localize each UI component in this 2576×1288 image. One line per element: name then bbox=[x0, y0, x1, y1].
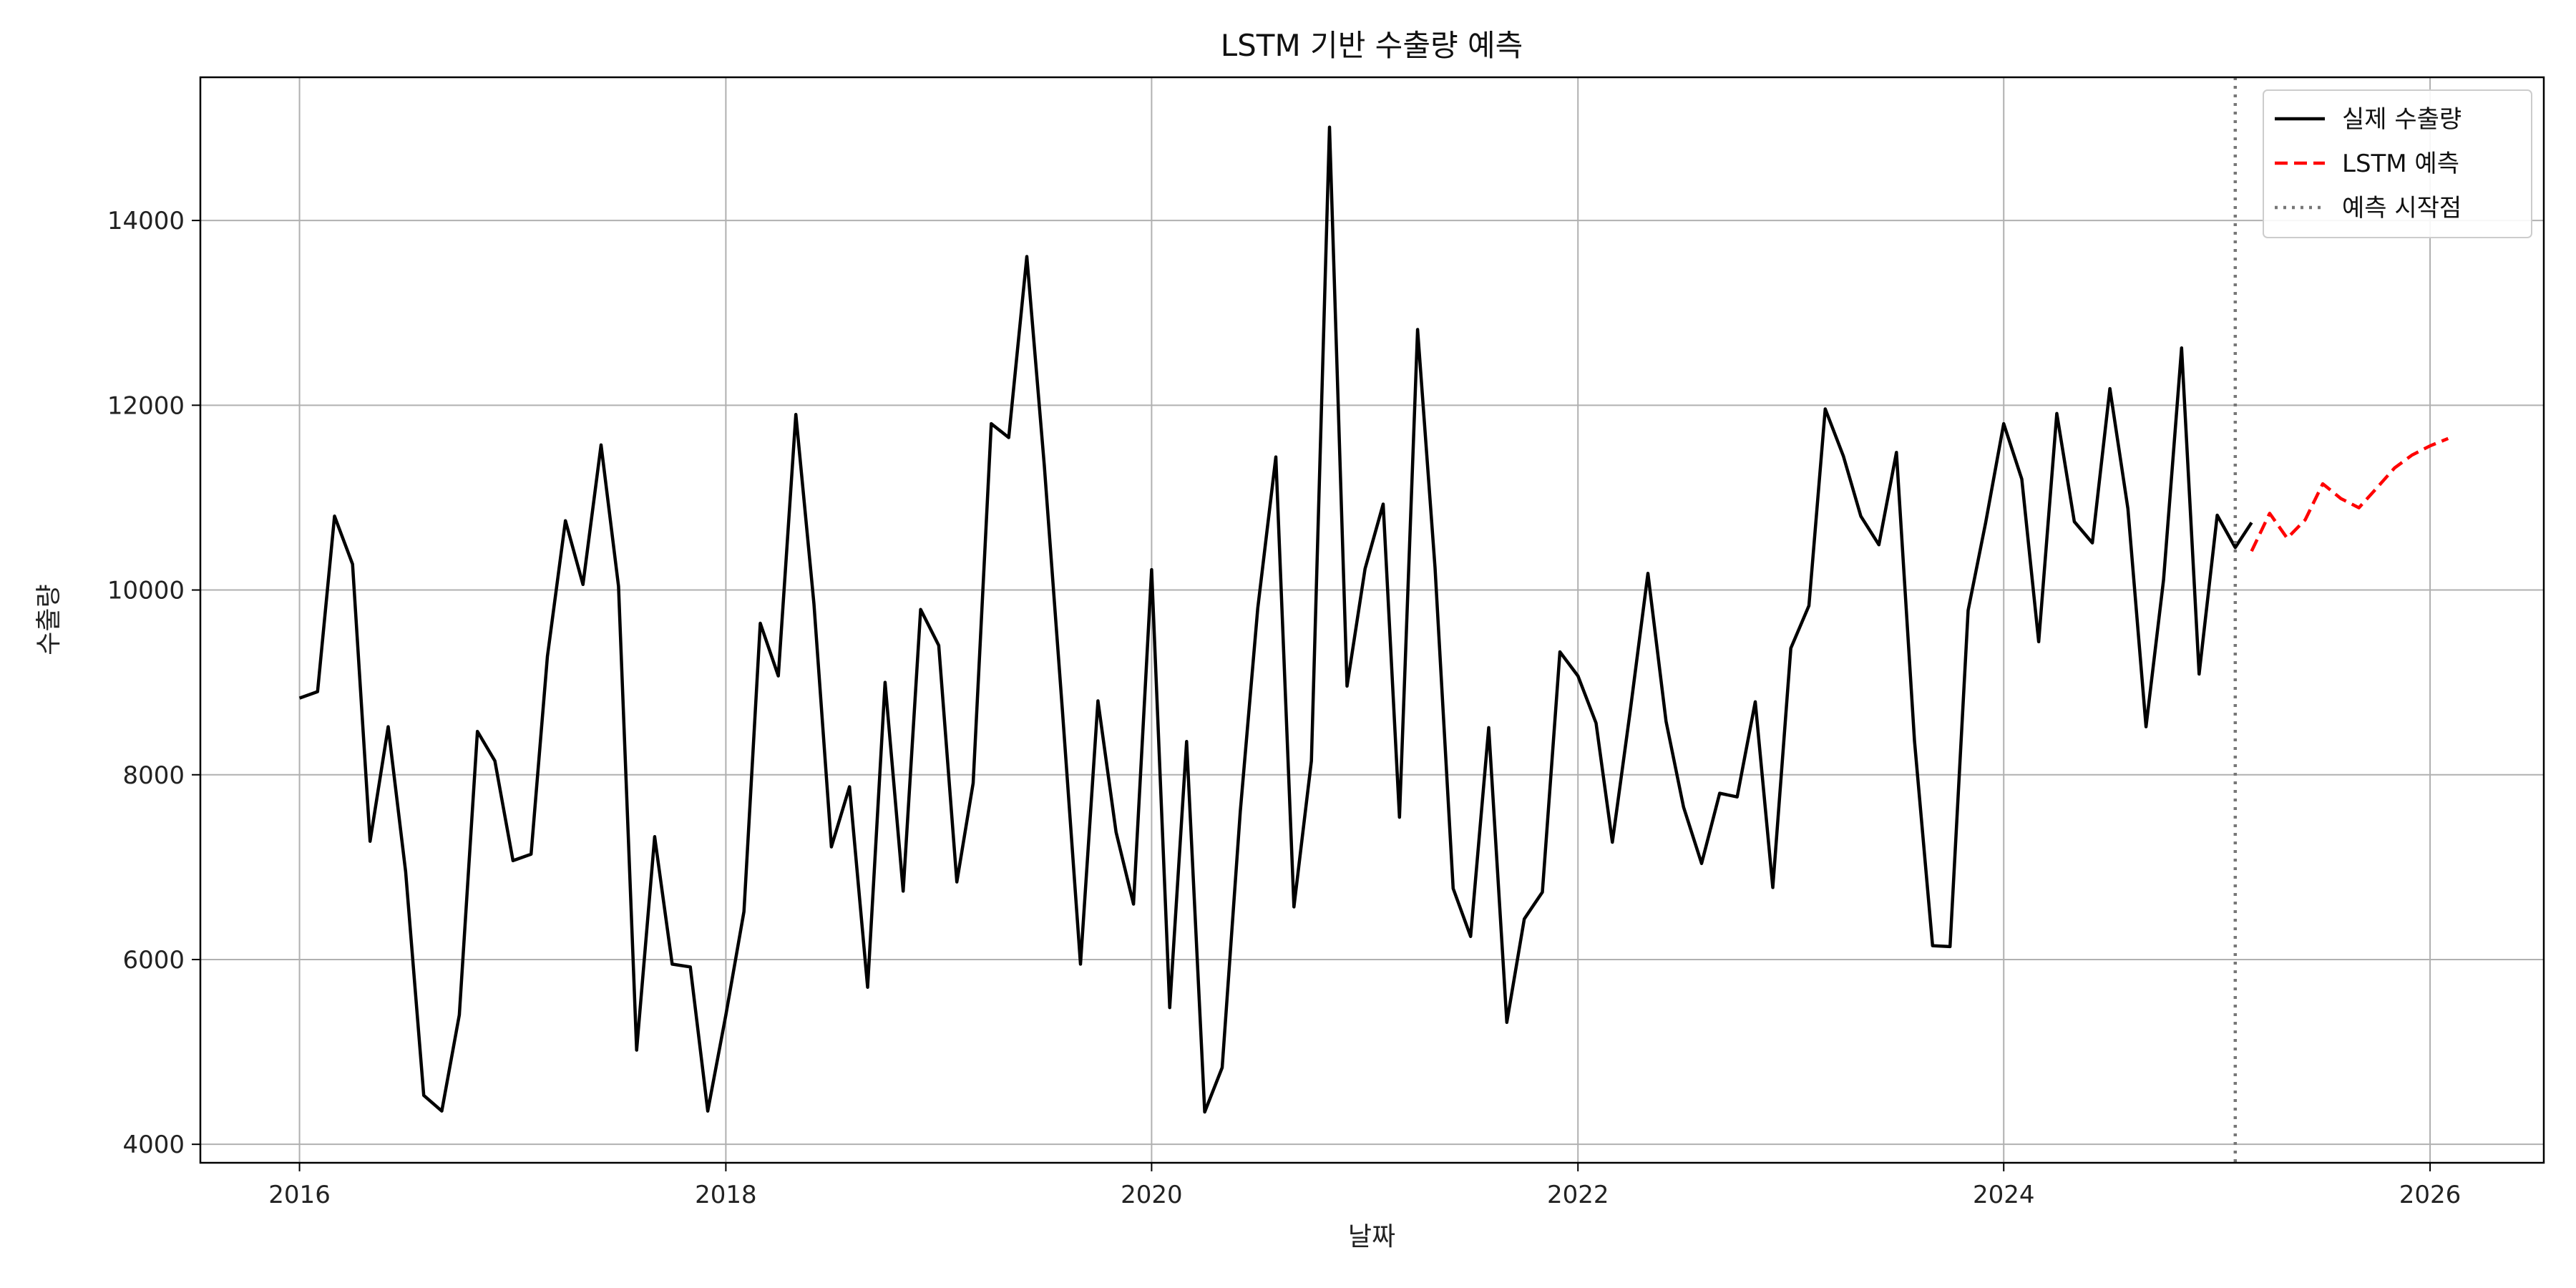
grid-layer bbox=[200, 77, 2544, 1163]
x-tick-label: 2018 bbox=[695, 1181, 757, 1209]
y-tick-label: 4000 bbox=[122, 1131, 185, 1159]
y-tick-label: 10000 bbox=[107, 577, 185, 605]
tick-layer: 2016 2018 2020 2022 2024 2026 4000 6000 8000 1000… bbox=[107, 207, 2461, 1209]
y-tick-label: 8000 bbox=[122, 761, 185, 790]
legend-label: 실제 수출량 bbox=[2342, 105, 2462, 134]
y-tick-label: 6000 bbox=[122, 946, 185, 975]
series-line-1 bbox=[2250, 436, 2449, 552]
x-tick-label: 2020 bbox=[1121, 1181, 1183, 1209]
chart-title: LSTM 기반 수출량 예측 bbox=[1221, 28, 1523, 63]
series-layer bbox=[298, 77, 2449, 1163]
x-tick-label: 2024 bbox=[1973, 1181, 2035, 1209]
y-axis-label: 수출량 bbox=[34, 584, 64, 655]
plot-frame bbox=[199, 76, 2545, 1164]
x-tick-label: 2022 bbox=[1547, 1181, 1609, 1209]
legend-label: LSTM 예측 bbox=[2342, 150, 2459, 178]
series-line-0 bbox=[298, 125, 2253, 1114]
x-tick-label: 2026 bbox=[2399, 1181, 2462, 1209]
legend-box bbox=[2263, 89, 2532, 238]
y-tick-label: 12000 bbox=[107, 391, 185, 420]
x-axis-label: 날짜 bbox=[1348, 1222, 1395, 1252]
x-tick-label: 2016 bbox=[268, 1181, 331, 1209]
legend-label: 예측 시작점 bbox=[2342, 194, 2462, 223]
y-tick-label: 14000 bbox=[107, 207, 185, 235]
